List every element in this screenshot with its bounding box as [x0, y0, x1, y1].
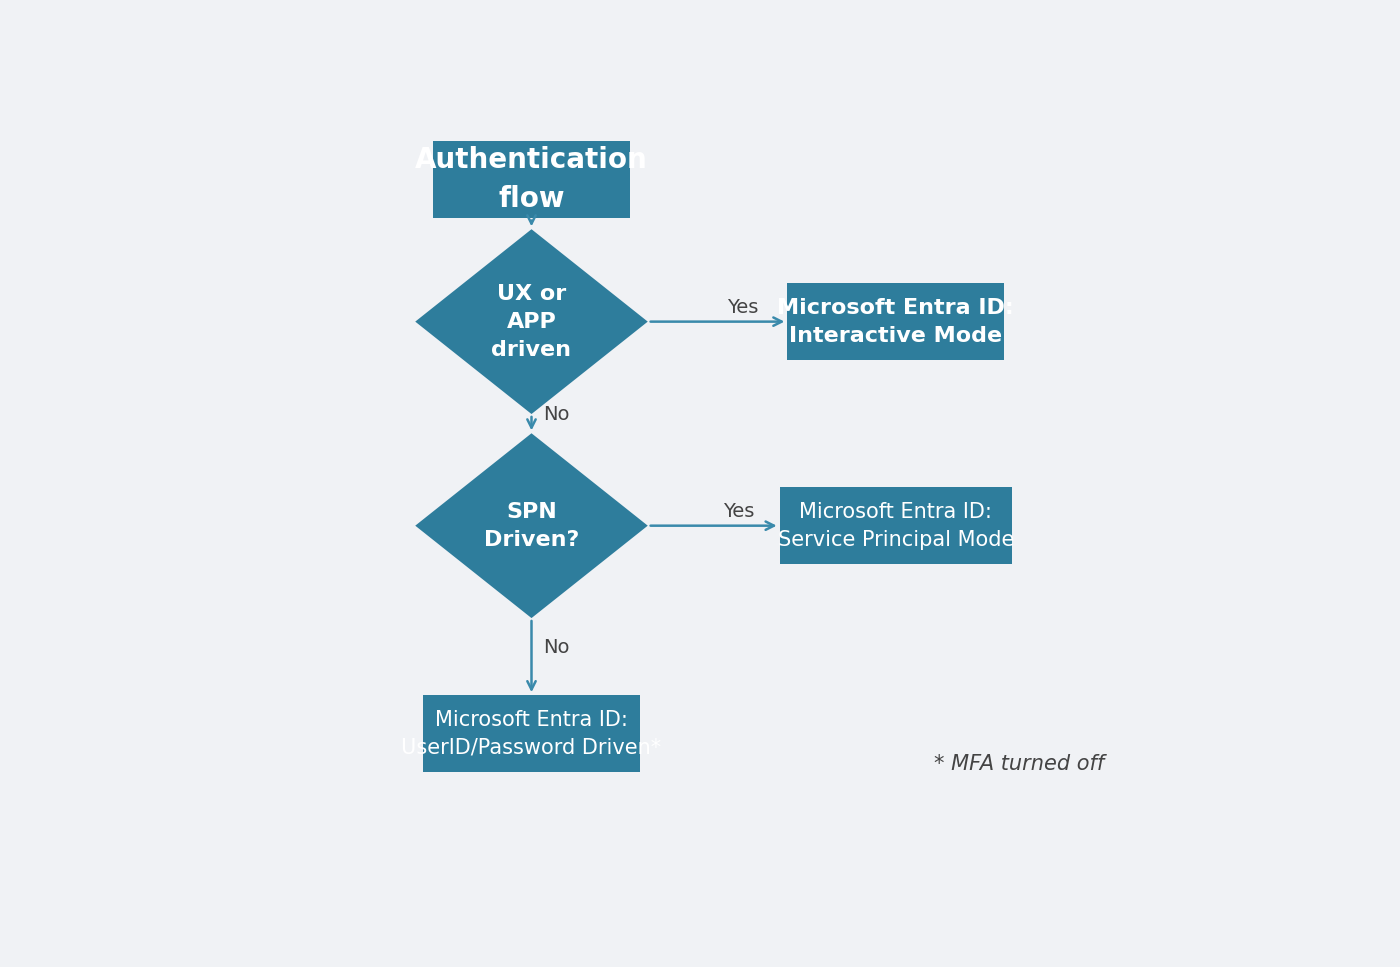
FancyBboxPatch shape [433, 140, 630, 218]
FancyBboxPatch shape [787, 283, 1004, 360]
Polygon shape [416, 229, 648, 414]
FancyBboxPatch shape [423, 695, 640, 772]
Text: Authentication
flow: Authentication flow [416, 146, 648, 213]
Text: Microsoft Entra ID:
Service Principal Mode: Microsoft Entra ID: Service Principal Mo… [777, 502, 1014, 549]
Text: UX or
APP
driven: UX or APP driven [491, 283, 571, 360]
Text: Yes: Yes [727, 298, 759, 317]
Polygon shape [416, 433, 648, 618]
Text: No: No [543, 405, 570, 424]
Text: SPN
Driven?: SPN Driven? [484, 502, 580, 549]
Text: * MFA turned off: * MFA turned off [935, 754, 1105, 775]
Text: Microsoft Entra ID:
Interactive Mode: Microsoft Entra ID: Interactive Mode [777, 298, 1014, 345]
Text: Microsoft Entra ID:
UserID/Password Driven*: Microsoft Entra ID: UserID/Password Driv… [402, 710, 662, 757]
FancyBboxPatch shape [780, 487, 1012, 564]
Text: Yes: Yes [722, 502, 755, 521]
Text: No: No [543, 638, 570, 657]
